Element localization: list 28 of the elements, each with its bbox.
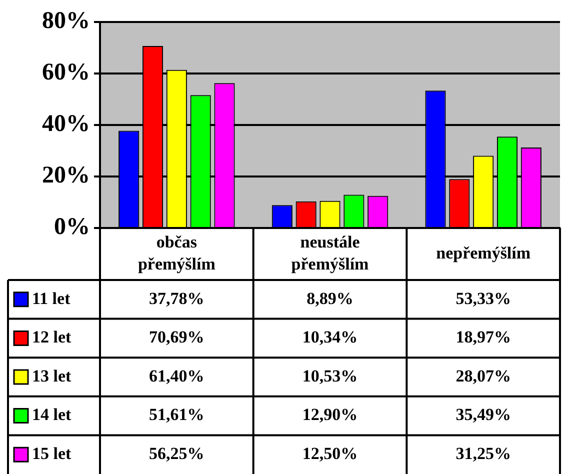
legend-label: 11 let (32, 288, 71, 308)
x-tick-label: občas přemýšlím (138, 232, 216, 274)
data-label: 12,90% (302, 405, 358, 424)
data-label: 56,25% (149, 444, 204, 463)
data-label: 28,07% (456, 366, 511, 386)
y-tick-label: 80% (42, 8, 90, 34)
data-label: 10,34% (302, 328, 358, 347)
data-label: 10,53% (302, 366, 358, 386)
data-label: 53,33% (456, 288, 511, 308)
data-label: 51,61% (149, 405, 204, 424)
data-label: 70,69% (149, 328, 204, 347)
legend-label: 13 let (32, 366, 72, 386)
x-tick-label: neustále přemýšlím (291, 232, 369, 274)
x-tick-label: nepřemýšlím (436, 243, 531, 262)
data-label: 35,49% (456, 405, 511, 424)
data-label: 61,40% (149, 366, 204, 386)
data-label: 8,89% (306, 288, 354, 308)
y-tick-label: 60% (42, 60, 90, 86)
legend-label: 15 let (32, 444, 72, 463)
legend-label: 12 let (32, 328, 72, 347)
y-tick-label: 0% (54, 214, 90, 240)
y-tick-label: 20% (42, 162, 90, 189)
data-label: 37,78% (149, 288, 204, 308)
data-label: 18,97% (456, 328, 511, 347)
data-label: 31,25% (456, 444, 511, 463)
data-label: 12,50% (302, 444, 358, 463)
legend-label: 14 let (32, 405, 72, 424)
y-tick-label: 40% (42, 111, 90, 138)
